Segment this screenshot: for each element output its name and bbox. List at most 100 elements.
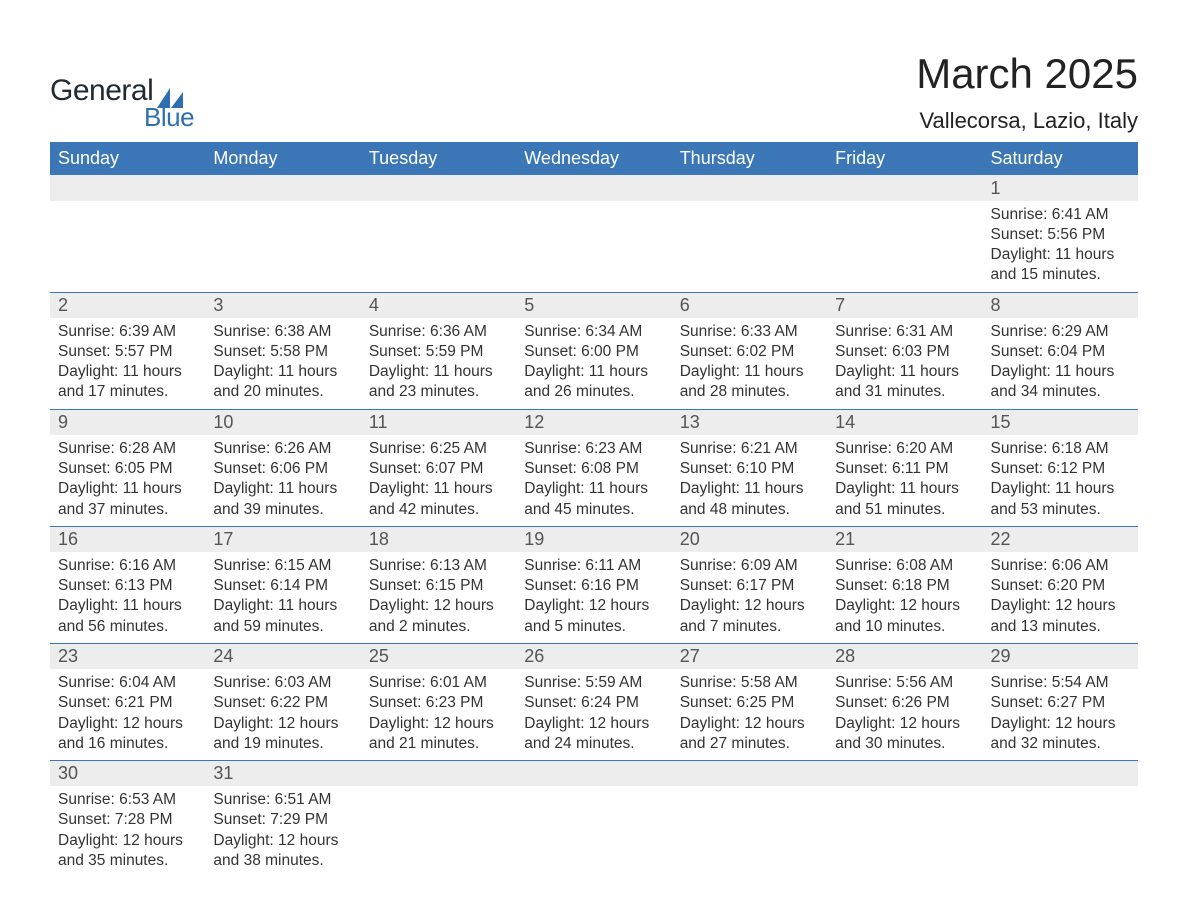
- day-sunset: Sunset: 6:27 PM: [991, 693, 1130, 713]
- day-detail-cell: Sunrise: 6:51 AMSunset: 7:29 PMDaylight:…: [205, 786, 360, 877]
- day-d2: and 30 minutes.: [835, 734, 974, 754]
- day-detail-cell: [205, 201, 360, 292]
- day-detail-row: Sunrise: 6:16 AMSunset: 6:13 PM Daylight:…: [50, 552, 1138, 643]
- day-d2: and 34 minutes.: [991, 382, 1130, 402]
- day-d2: and 5 minutes.: [524, 617, 663, 637]
- day-detail-cell: Sunrise: 6:18 AMSunset: 6:12 PMDaylight:…: [983, 435, 1138, 526]
- day-sunrise: Sunrise: 6:16 AM: [58, 556, 197, 576]
- day-number-cell: 20: [672, 526, 827, 552]
- day-sunset: Sunset: 6:10 PM: [680, 459, 819, 479]
- day-sunrise: Sunrise: 6:31 AM: [835, 322, 974, 342]
- day-sunrise: Sunrise: 6:36 AM: [369, 322, 508, 342]
- day-number-cell: 25: [361, 643, 516, 669]
- day-d1: Daylight: 12 hours: [524, 714, 663, 734]
- day-sunset: Sunset: 5:58 PM: [213, 342, 352, 362]
- day-number-cell: 23: [50, 643, 205, 669]
- day-sunrise: Sunrise: 6:41 AM: [991, 205, 1130, 225]
- day-number-cell: 26: [516, 643, 671, 669]
- day-number-cell: [516, 760, 671, 786]
- day-detail-cell: [672, 201, 827, 292]
- day-sunrise: Sunrise: 6:38 AM: [213, 322, 352, 342]
- day-detail-cell: Sunrise: 6:21 AMSunset: 6:10 PMDaylight:…: [672, 435, 827, 526]
- day-number-cell: 12: [516, 409, 671, 435]
- day-sunset: Sunset: 6:24 PM: [524, 693, 663, 713]
- day-sunset: Sunset: 6:21 PM: [58, 693, 197, 713]
- day-detail-cell: Sunrise: 6:15 AMSunset: 6:14 PMDaylight:…: [205, 552, 360, 643]
- day-number-row: 9101112131415: [50, 409, 1138, 435]
- day-detail-cell: Sunrise: 6:20 AMSunset: 6:11 PMDaylight:…: [827, 435, 982, 526]
- day-d1: Daylight: 11 hours: [991, 479, 1130, 499]
- day-number-cell: [205, 175, 360, 201]
- day-d2: and 13 minutes.: [991, 617, 1130, 637]
- day-sunset: Sunset: 6:18 PM: [835, 576, 974, 596]
- day-detail-cell: Sunrise: 6:25 AMSunset: 6:07 PMDaylight:…: [361, 435, 516, 526]
- day-sunrise: Sunrise: 6:18 AM: [991, 439, 1130, 459]
- weekday-header: Saturday: [983, 142, 1138, 175]
- day-detail-cell: Sunrise: 6:11 AMSunset: 6:16 PMDaylight:…: [516, 552, 671, 643]
- day-d1: Daylight: 11 hours: [369, 479, 508, 499]
- day-sunrise: Sunrise: 6:28 AM: [58, 439, 197, 459]
- day-detail-cell: Sunrise: 6:38 AMSunset: 5:58 PMDaylight:…: [205, 318, 360, 409]
- logo-word-general: General: [50, 74, 153, 108]
- day-sunset: Sunset: 6:05 PM: [58, 459, 197, 479]
- day-number-cell: 15: [983, 409, 1138, 435]
- day-sunrise: Sunrise: 6:04 AM: [58, 673, 197, 693]
- day-d2: and 31 minutes.: [835, 382, 974, 402]
- day-sunset: Sunset: 6:20 PM: [991, 576, 1130, 596]
- logo: General Blue: [50, 74, 194, 133]
- day-number-cell: 29: [983, 643, 1138, 669]
- day-sunset: Sunset: 6:23 PM: [369, 693, 508, 713]
- day-sunrise: Sunrise: 6:34 AM: [524, 322, 663, 342]
- day-d1: Daylight: 11 hours: [58, 479, 197, 499]
- day-d1: Daylight: 12 hours: [680, 596, 819, 616]
- day-detail-cell: Sunrise: 6:36 AMSunset: 5:59 PMDaylight:…: [361, 318, 516, 409]
- day-sunset: Sunset: 6:26 PM: [835, 693, 974, 713]
- day-detail-cell: Sunrise: 6:28 AMSunset: 6:05 PMDaylight:…: [50, 435, 205, 526]
- day-number-cell: 30: [50, 760, 205, 786]
- day-d1: Daylight: 12 hours: [58, 714, 197, 734]
- day-sunrise: Sunrise: 5:58 AM: [680, 673, 819, 693]
- day-sunset: Sunset: 6:12 PM: [991, 459, 1130, 479]
- day-sunset: Sunset: 6:16 PM: [524, 576, 663, 596]
- day-sunrise: Sunrise: 6:26 AM: [213, 439, 352, 459]
- day-number-cell: 24: [205, 643, 360, 669]
- weekday-header: Monday: [205, 142, 360, 175]
- day-detail-cell: Sunrise: 6:29 AMSunset: 6:04 PMDaylight:…: [983, 318, 1138, 409]
- day-number-cell: 14: [827, 409, 982, 435]
- day-detail-cell: [983, 786, 1138, 877]
- day-detail-row: Sunrise: 6:28 AMSunset: 6:05 PMDaylight:…: [50, 435, 1138, 526]
- day-d2: and 16 minutes.: [58, 734, 197, 754]
- day-d1: Daylight: 12 hours: [58, 831, 197, 851]
- day-detail-cell: Sunrise: 6:03 AMSunset: 6:22 PMDaylight:…: [205, 669, 360, 760]
- calendar-table: Sunday Monday Tuesday Wednesday Thursday…: [50, 142, 1138, 877]
- day-d1: Daylight: 11 hours: [213, 479, 352, 499]
- day-detail-row: Sunrise: 6:53 AMSunset: 7:28 PMDaylight:…: [50, 786, 1138, 877]
- day-d1: Daylight: 12 hours: [835, 596, 974, 616]
- day-number-cell: [827, 175, 982, 201]
- day-detail-cell: Sunrise: 6:34 AMSunset: 6:00 PMDaylight:…: [516, 318, 671, 409]
- day-number-cell: 7: [827, 292, 982, 318]
- day-d2: and 45 minutes.: [524, 500, 663, 520]
- day-d2: and 56 minutes.: [58, 617, 197, 637]
- day-detail-cell: Sunrise: 6:09 AMSunset: 6:17 PMDaylight:…: [672, 552, 827, 643]
- day-d2: and 39 minutes.: [213, 500, 352, 520]
- day-detail-cell: Sunrise: 6:04 AMSunset: 6:21 PMDaylight:…: [50, 669, 205, 760]
- day-d2: and 53 minutes.: [991, 500, 1130, 520]
- day-number-cell: [361, 760, 516, 786]
- day-detail-cell: Sunrise: 6:53 AMSunset: 7:28 PMDaylight:…: [50, 786, 205, 877]
- day-number-cell: 4: [361, 292, 516, 318]
- day-d1: Daylight: 12 hours: [369, 714, 508, 734]
- day-detail-cell: [672, 786, 827, 877]
- day-number-cell: [672, 760, 827, 786]
- day-detail-cell: Sunrise: 6:13 AMSunset: 6:15 PMDaylight:…: [361, 552, 516, 643]
- day-number-cell: 22: [983, 526, 1138, 552]
- day-detail-cell: Sunrise: 6:33 AMSunset: 6:02 PMDaylight:…: [672, 318, 827, 409]
- day-d1: Daylight: 11 hours: [524, 479, 663, 499]
- day-sunset: Sunset: 6:13 PM: [58, 576, 197, 596]
- day-number-cell: 3: [205, 292, 360, 318]
- day-sunset: Sunset: 5:56 PM: [991, 225, 1130, 245]
- day-detail-cell: [516, 201, 671, 292]
- day-d1: Daylight: 11 hours: [680, 362, 819, 382]
- day-detail-cell: [516, 786, 671, 877]
- day-sunrise: Sunrise: 6:53 AM: [58, 790, 197, 810]
